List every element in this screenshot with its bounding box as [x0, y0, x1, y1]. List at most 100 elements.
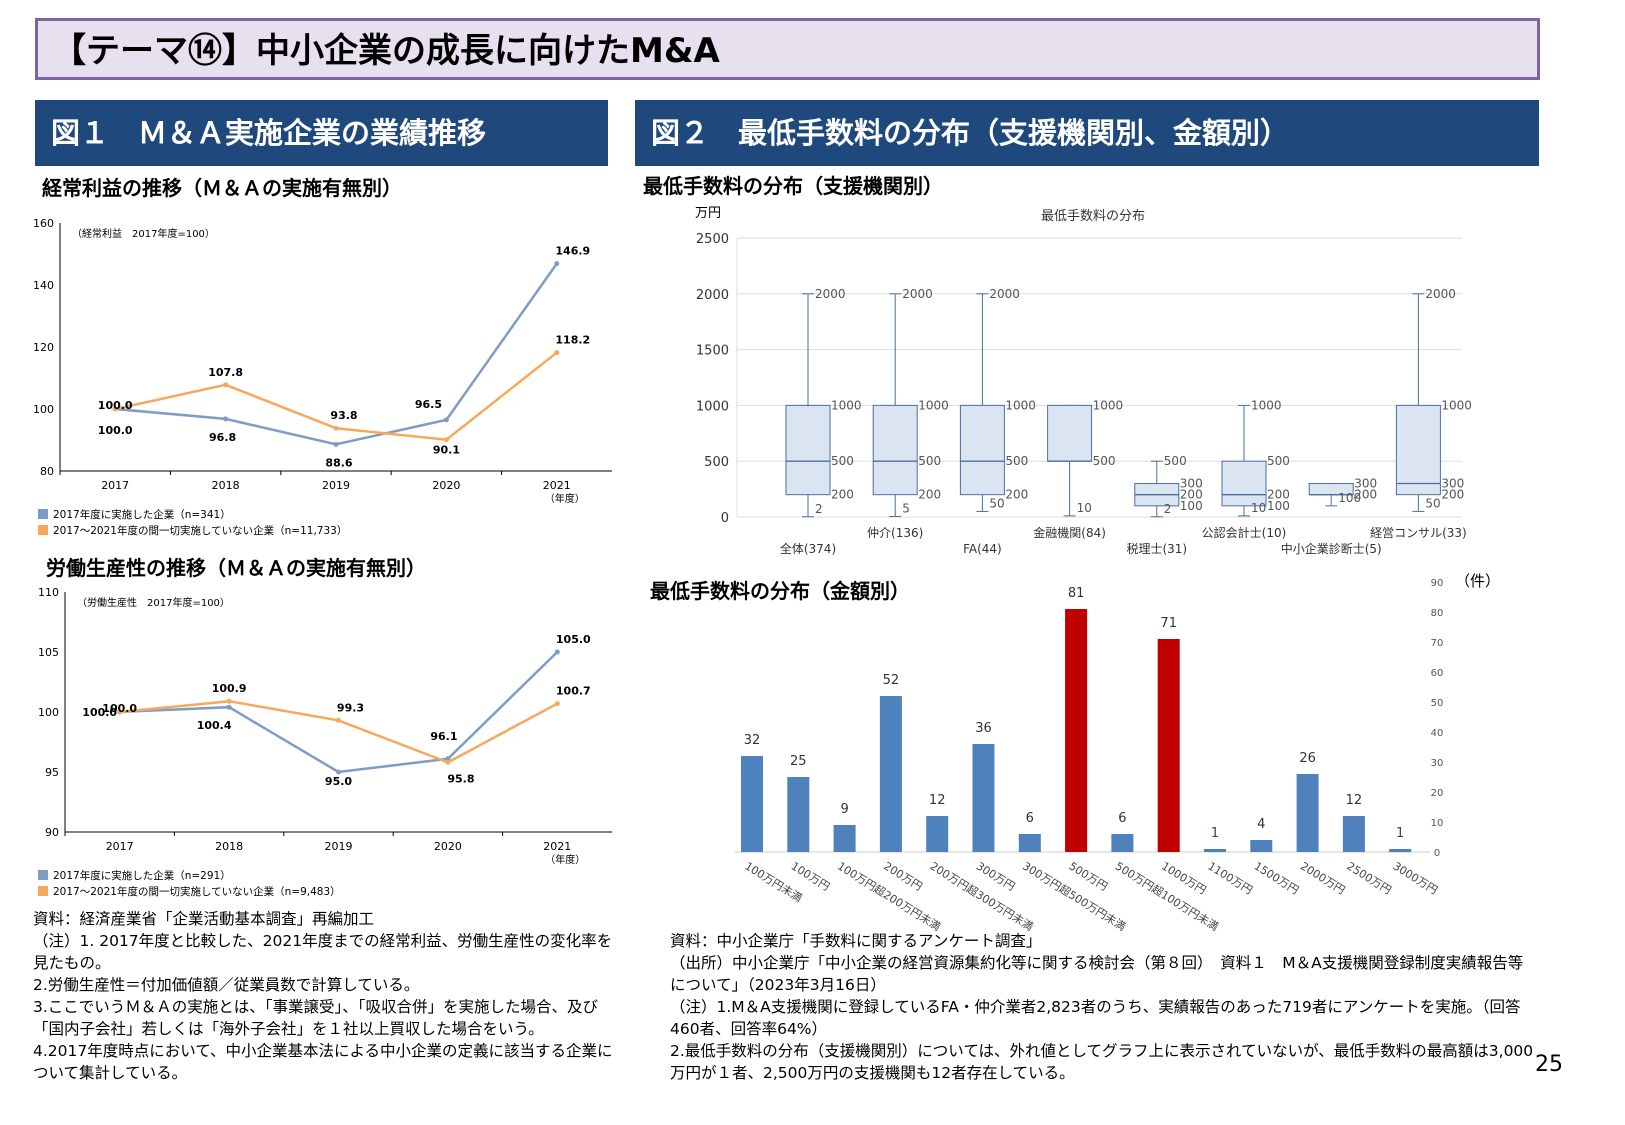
data-label: 26	[1299, 751, 1316, 766]
note: （注）1.M＆A支援機関に登録しているFA・仲介業者2,823者のうち、実績報告…	[670, 998, 1521, 1038]
value-label: 1000	[1441, 398, 1472, 412]
data-label: 95.0	[325, 775, 352, 788]
value-label: 200	[1267, 488, 1290, 502]
note: 資料：経済産業省「企業活動基本調査」再編加工	[33, 910, 375, 928]
data-point	[117, 709, 123, 715]
data-label: 71	[1160, 616, 1177, 631]
legend-swatch	[38, 525, 48, 535]
value-label: 500	[1005, 454, 1028, 468]
x-tick-label: 2020	[432, 479, 460, 492]
y-tick-label: 20	[1431, 788, 1444, 799]
fig1-header: 図１ Ｍ＆Ａ実施企業の業績推移	[35, 100, 608, 166]
chart1-title: 経常利益の推移（Ｍ＆Ａの実施有無別）	[42, 176, 402, 200]
bar	[833, 825, 856, 852]
data-point	[223, 382, 229, 388]
note: 2.最低手数料の分布（支援機関別）については、外れ値としてグラフ上に表示されてい…	[670, 1042, 1534, 1082]
category-label: 2000万円	[1298, 860, 1347, 898]
box	[1221, 460, 1267, 507]
value-label: 100	[1267, 499, 1290, 513]
y-tick-label: 1500	[696, 344, 729, 359]
category-label: 2500万円	[1344, 860, 1393, 898]
y-unit-label: 万円	[695, 206, 721, 221]
data-point	[554, 261, 560, 267]
x-tick-label: 2019	[322, 479, 350, 492]
y-tick-label: 10	[1431, 818, 1444, 829]
bar	[879, 696, 902, 852]
data-point	[336, 717, 341, 723]
x-tick-label: 2017	[101, 479, 129, 492]
y-tick-label: 70	[1431, 638, 1444, 649]
category-label: 税理士(31)	[1126, 542, 1187, 556]
note: （注）1. 2017年度と比較した、2021年度までの経常利益、労働生産性の変化…	[33, 932, 613, 972]
category-label: 1500万円	[1252, 860, 1301, 898]
data-label: 1	[1396, 826, 1404, 841]
bar	[1157, 639, 1180, 852]
note: 4.2017年度時点において、中小企業基本法による中小企業の定義に該当する企業に…	[33, 1042, 613, 1082]
value-label: 50	[989, 496, 1004, 510]
slide-title: 【テーマ⑭】中小企業の成長に向けたM&A	[35, 18, 1540, 80]
value-label: 500	[831, 454, 854, 468]
value-label: 300	[1441, 477, 1464, 491]
data-point	[333, 425, 339, 431]
data-label: 100.0	[102, 702, 137, 715]
y-tick-label: 105	[38, 646, 59, 659]
value-label: 500	[918, 454, 941, 468]
data-label: 36	[975, 721, 992, 736]
value-label: 500	[1093, 454, 1116, 468]
bar	[1250, 840, 1273, 852]
y-tick-label: 50	[1431, 698, 1444, 709]
value-label: 1000	[1005, 398, 1036, 412]
value-label: 200	[1005, 488, 1028, 502]
data-label: 96.1	[430, 730, 457, 743]
bar	[1204, 849, 1226, 852]
fee-box-chart: 万円 最低手数料の分布050010001500200025002000100050…	[695, 206, 1472, 556]
y-tick-label: 30	[1431, 758, 1444, 769]
value-label: 300	[1354, 477, 1377, 491]
page-number: 25	[1535, 1052, 1563, 1077]
y-tick-label: 0	[721, 511, 729, 526]
value-label: 1000	[918, 398, 949, 412]
value-label: 2	[1164, 502, 1172, 516]
data-point	[226, 704, 232, 710]
value-label: 200	[1180, 488, 1203, 502]
box	[785, 404, 831, 496]
data-label: 81	[1068, 586, 1085, 601]
data-label: 25	[790, 754, 807, 769]
note: 資料：中小企業庁「手数料に関するアンケート調査」	[670, 932, 1042, 950]
x-unit-label: （年度）	[545, 853, 585, 866]
bar	[741, 756, 763, 852]
data-label: 9	[840, 802, 848, 817]
category-label: 全体(374)	[780, 541, 836, 556]
category-label: 3000万円	[1391, 860, 1440, 898]
x-tick-label: 2017	[106, 840, 134, 853]
category-label: 中小企業診断士(5)	[1281, 541, 1382, 556]
value-label: 500	[1164, 454, 1187, 468]
value-label: 2	[815, 502, 823, 516]
profit-line-chart: 80 100 120 140 160 2017 2018 2019 2020 2021（年度） （経…	[33, 217, 612, 537]
legend-label: 2017～2021年度の間一切実施していない企業（n=11,733）	[53, 524, 347, 537]
data-point	[554, 350, 560, 356]
value-label: 200	[918, 488, 941, 502]
chart-title: 最低手数料の分布	[1041, 209, 1145, 224]
value-label: 100	[1338, 491, 1361, 505]
data-label: 146.9	[555, 245, 590, 258]
legend-label: 2017～2021年度の間一切実施していない企業（n=9,483）	[53, 885, 341, 898]
value-label: 2000	[902, 287, 933, 301]
category-label: 金融機関(84)	[1033, 525, 1106, 540]
chart2-title: 労働生産性の推移（Ｍ＆Ａの実施有無別）	[46, 556, 426, 580]
y-tick-label: 40	[1431, 728, 1444, 739]
data-label: 96.5	[415, 398, 442, 411]
data-label: 93.8	[330, 409, 357, 422]
y-tick-label: 90	[45, 826, 59, 839]
data-label: 100.0	[98, 399, 133, 412]
y-tick-label: 110	[38, 586, 59, 599]
data-point	[223, 416, 229, 422]
notes-right: 資料：中小企業庁「手数料に関するアンケート調査」 （出所）中小企業庁「中小企業の…	[670, 930, 1535, 1084]
data-label: 107.8	[208, 366, 243, 379]
fig2-header: 図２ 最低手数料の分布（支援機関別、金額別）	[635, 100, 1539, 166]
legend-swatch	[38, 870, 48, 880]
data-point	[554, 701, 560, 707]
data-point	[445, 759, 451, 765]
x-tick-label: 2018	[212, 479, 240, 492]
y-tick-label: 60	[1431, 668, 1444, 679]
